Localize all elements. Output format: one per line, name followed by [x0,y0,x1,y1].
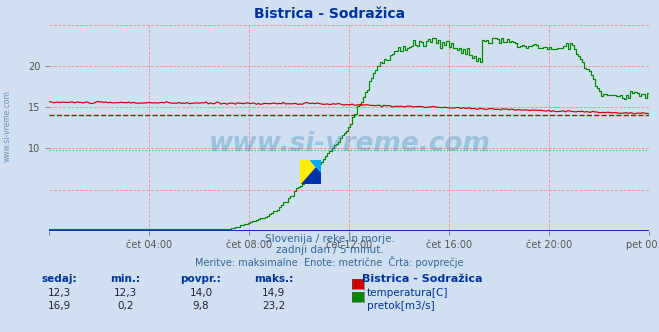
Text: 0,2: 0,2 [117,301,134,311]
Text: 9,8: 9,8 [192,301,210,311]
Text: povpr.:: povpr.: [181,274,221,284]
Text: www.si-vreme.com: www.si-vreme.com [3,90,12,162]
Text: 12,3: 12,3 [47,288,71,298]
Text: zadnji dan / 5 minut.: zadnji dan / 5 minut. [275,245,384,255]
Text: sedaj:: sedaj: [42,274,77,284]
Text: 14,9: 14,9 [262,288,285,298]
Text: Bistrica - Sodražica: Bistrica - Sodražica [362,274,483,284]
Text: 23,2: 23,2 [262,301,285,311]
Text: 12,3: 12,3 [113,288,137,298]
Polygon shape [300,160,321,184]
Text: Bistrica - Sodražica: Bistrica - Sodražica [254,7,405,21]
Text: min.:: min.: [110,274,140,284]
Text: Slovenija / reke in morje.: Slovenija / reke in morje. [264,234,395,244]
Text: pretok[m3/s]: pretok[m3/s] [367,301,435,311]
Text: 14,0: 14,0 [189,288,213,298]
Polygon shape [310,160,321,172]
Text: Meritve: maksimalne  Enote: metrične  Črta: povprečje: Meritve: maksimalne Enote: metrične Črta… [195,256,464,268]
Text: maks.:: maks.: [254,274,293,284]
Text: temperatura[C]: temperatura[C] [367,288,449,298]
Text: www.si-vreme.com: www.si-vreme.com [208,131,490,157]
Text: 16,9: 16,9 [47,301,71,311]
